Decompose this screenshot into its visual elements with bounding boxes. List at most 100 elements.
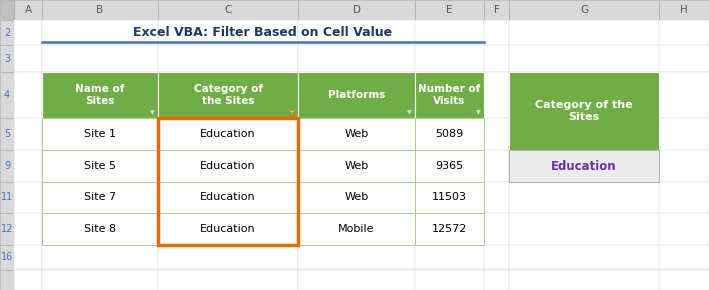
Bar bbox=[415, 182, 484, 213]
Bar bbox=[14, 270, 42, 290]
Bar bbox=[14, 245, 42, 270]
Bar bbox=[42, 213, 158, 245]
Text: Mobile: Mobile bbox=[338, 224, 375, 234]
Bar bbox=[484, 245, 509, 270]
Text: Site 7: Site 7 bbox=[84, 193, 116, 202]
Bar bbox=[298, 213, 415, 245]
Bar bbox=[509, 150, 659, 182]
Bar bbox=[42, 0, 158, 20]
Bar bbox=[0, 20, 14, 45]
Bar bbox=[415, 270, 484, 290]
Bar bbox=[509, 213, 659, 245]
Bar bbox=[509, 20, 659, 45]
Bar bbox=[158, 72, 298, 118]
Text: G: G bbox=[580, 5, 588, 15]
Bar bbox=[158, 118, 298, 150]
Bar bbox=[659, 150, 709, 182]
Text: 5: 5 bbox=[4, 129, 10, 139]
Bar bbox=[298, 72, 415, 118]
Bar bbox=[158, 270, 298, 290]
Bar bbox=[298, 270, 415, 290]
Bar bbox=[415, 0, 484, 20]
Bar bbox=[42, 118, 158, 150]
Bar bbox=[415, 213, 484, 245]
Bar bbox=[415, 118, 484, 150]
Bar bbox=[415, 118, 484, 150]
Bar bbox=[42, 182, 158, 213]
Bar bbox=[42, 182, 158, 213]
Bar bbox=[158, 245, 298, 270]
Bar bbox=[509, 245, 659, 270]
Text: ▼: ▼ bbox=[289, 110, 294, 115]
Bar bbox=[158, 45, 298, 72]
Bar bbox=[484, 270, 509, 290]
Bar bbox=[298, 270, 415, 290]
Bar bbox=[42, 45, 158, 72]
Text: Web: Web bbox=[345, 161, 369, 171]
Bar bbox=[0, 270, 14, 290]
Text: Category of the
Sites: Category of the Sites bbox=[535, 100, 633, 122]
Text: Number of
Visits: Number of Visits bbox=[418, 84, 481, 106]
Text: F: F bbox=[493, 5, 499, 15]
Bar bbox=[298, 213, 415, 245]
Text: H: H bbox=[680, 5, 688, 15]
Text: Web: Web bbox=[345, 193, 369, 202]
Bar bbox=[298, 245, 415, 270]
Bar bbox=[298, 0, 415, 20]
Text: Site 5: Site 5 bbox=[84, 161, 116, 171]
Bar bbox=[659, 270, 709, 290]
Text: E: E bbox=[446, 5, 453, 15]
Bar bbox=[509, 270, 659, 290]
Text: Platforms: Platforms bbox=[328, 90, 385, 100]
Bar bbox=[14, 72, 42, 118]
Bar bbox=[659, 20, 709, 45]
Text: 16: 16 bbox=[1, 253, 13, 262]
Bar bbox=[14, 270, 42, 290]
Bar bbox=[42, 118, 158, 150]
Bar bbox=[415, 245, 484, 270]
Bar bbox=[42, 72, 158, 118]
Text: ▼: ▼ bbox=[407, 110, 411, 115]
Bar bbox=[415, 20, 484, 45]
Bar bbox=[659, 72, 709, 118]
Bar bbox=[14, 118, 42, 150]
Text: 9: 9 bbox=[4, 161, 10, 171]
Bar bbox=[42, 150, 158, 182]
Bar bbox=[42, 213, 158, 245]
Text: Site 1: Site 1 bbox=[84, 129, 116, 139]
Bar bbox=[298, 182, 415, 213]
Bar bbox=[415, 150, 484, 182]
Bar bbox=[298, 20, 415, 45]
Bar bbox=[415, 72, 484, 118]
Bar bbox=[298, 45, 415, 72]
Bar bbox=[484, 270, 509, 290]
Bar bbox=[298, 72, 415, 118]
Text: 5089: 5089 bbox=[435, 129, 464, 139]
Bar bbox=[158, 118, 298, 150]
Text: C: C bbox=[224, 5, 232, 15]
Bar bbox=[659, 45, 709, 72]
Text: 11: 11 bbox=[1, 193, 13, 202]
Bar bbox=[484, 20, 509, 45]
Bar bbox=[659, 118, 709, 150]
Bar bbox=[0, 72, 14, 118]
Bar bbox=[659, 0, 709, 20]
Bar bbox=[42, 72, 158, 118]
Text: Education: Education bbox=[551, 160, 617, 173]
Bar bbox=[14, 0, 42, 20]
Bar bbox=[298, 150, 415, 182]
Bar bbox=[484, 72, 509, 118]
Bar bbox=[415, 45, 484, 72]
Bar bbox=[42, 270, 158, 290]
Bar bbox=[14, 213, 42, 245]
Bar bbox=[42, 20, 158, 45]
Bar bbox=[659, 270, 709, 290]
Bar bbox=[484, 0, 509, 20]
Bar bbox=[659, 213, 709, 245]
Text: Excel VBA: Filter Based on Cell Value: Excel VBA: Filter Based on Cell Value bbox=[133, 26, 393, 39]
Bar bbox=[484, 45, 509, 72]
Bar bbox=[0, 118, 14, 150]
Bar bbox=[509, 45, 659, 72]
Bar bbox=[415, 270, 484, 290]
Text: Education: Education bbox=[200, 224, 256, 234]
